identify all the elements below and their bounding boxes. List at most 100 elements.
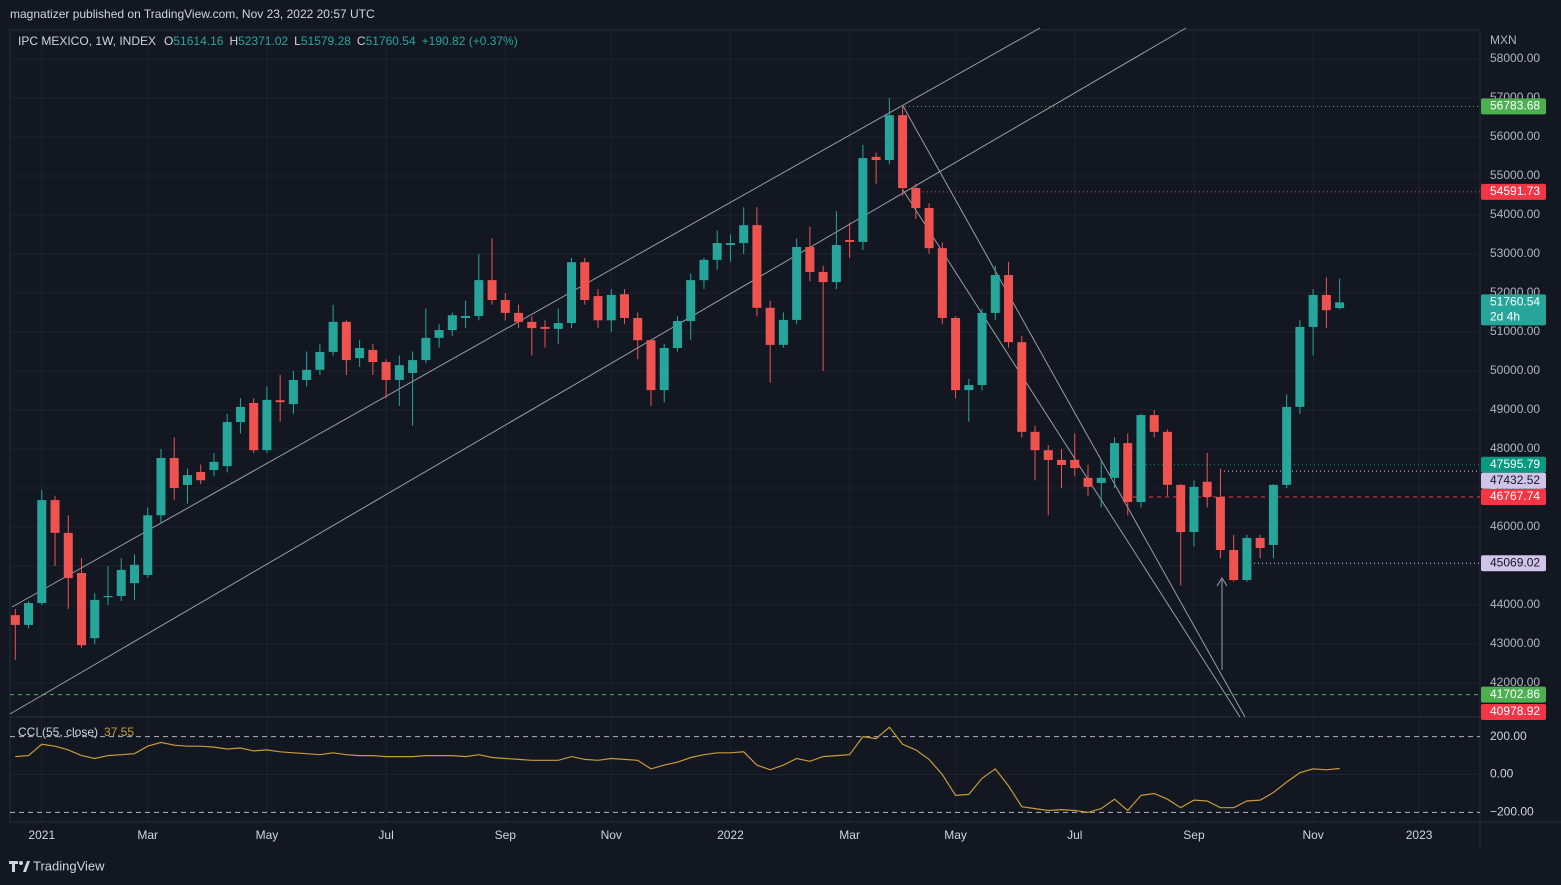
candle-body [778,319,788,345]
footer-brand: TradingView [33,858,105,873]
candle-body [1215,496,1225,551]
candle-body [63,532,73,579]
candle-body [871,156,881,161]
indicator-tick-label: −200.00 [1490,805,1534,819]
candle-body [672,321,682,348]
y-tick-label: 46000.00 [1490,519,1540,533]
countdown: 2d 4h [1490,310,1520,324]
y-tick-label: 49000.00 [1490,402,1540,416]
candle-body [1308,294,1318,327]
candle-body [606,294,616,321]
candle-body [169,457,179,488]
candle-body [434,330,444,338]
indicator-last: 37.55 [104,725,134,739]
logo [9,861,30,872]
price-badge [1481,98,1546,115]
x-tick-label: Sep [1183,828,1205,842]
candle-body [1109,443,1119,478]
indicator-tick-label: 200.00 [1490,729,1527,743]
candle-body [302,369,312,380]
candle-body [487,280,497,301]
candle-body [937,248,947,318]
x-tick-label: May [944,828,967,842]
candle-body [1176,484,1186,533]
candle-body [818,271,828,283]
candle-body [368,349,378,363]
indicator-tick-label: 0.00 [1490,767,1514,781]
candle-body [633,317,643,341]
candle-body [1017,342,1027,432]
candle-body [90,599,100,639]
candle-body [831,245,841,283]
price-badge [1481,456,1546,473]
candle-body [1282,406,1292,485]
candle-body [884,115,894,161]
candle-body [567,262,577,324]
indicator-name: CCI (55, close) [18,725,98,739]
footer-bar [0,852,1561,885]
candle-body [1096,477,1106,483]
candle-body [1070,459,1080,469]
candle-body [24,603,34,625]
price-badge [1481,294,1546,326]
candle-body [924,207,934,249]
grid [10,30,1480,822]
candle-body [1242,537,1252,581]
price-badge [1481,489,1546,506]
candle-body [898,115,908,189]
candle-body [1255,537,1265,549]
candle-body [315,351,325,370]
candle-body [712,243,722,260]
candle-body [527,321,537,329]
candle-body [394,365,404,380]
candle-body [514,312,524,322]
candle-body [1321,294,1331,311]
candle-body [37,500,47,604]
price-badge [1481,472,1546,489]
header: magnatizer published on TradingView.com,… [10,7,375,21]
y-tick-label: 56000.00 [1490,129,1540,143]
y-tick-label: 42000.00 [1490,675,1540,689]
trend-line [11,27,1041,608]
y-tick-label: 44000.00 [1490,597,1540,611]
y-tick-label: 43000.00 [1490,636,1540,650]
drawings [9,27,1246,718]
price-badge-label: 54591.73 [1490,184,1540,198]
x-tick-label: Sep [495,828,517,842]
logo-part [19,861,23,865]
price-badge-label: 45069.02 [1490,555,1540,569]
candle-body [752,225,762,308]
candle-body [10,615,20,625]
logo-part [12,861,15,872]
candle-body [381,362,391,380]
candle-body [461,316,471,318]
currency: MXN [1490,33,1517,47]
candle-body [805,246,815,272]
candle-body [1149,415,1159,432]
candle-body [1043,450,1053,460]
x-tick-label: 2021 [28,828,55,842]
price-badge-label: 47432.52 [1490,473,1540,487]
price-badge-label: 40978.92 [1490,704,1540,718]
candle-body [1030,431,1040,451]
x-tick-label: Nov [1302,828,1323,842]
candle-body [209,461,219,471]
candle-body [1229,550,1239,581]
x-tick-label: May [256,828,279,842]
candle-body [116,569,126,597]
legend-value: 51614.16 [173,34,223,48]
candle-body [1123,443,1133,503]
price-badge-label: 51760.54 [1490,295,1540,309]
price-badge [1481,183,1546,200]
candle-body [792,246,802,320]
price-badge-label: 46767.74 [1490,489,1540,503]
candle-body [1083,477,1093,487]
y-tick-label: 54000.00 [1490,207,1540,221]
arrow-head [1216,577,1228,587]
candle-body [474,280,484,317]
legend-change: +190.82 (+0.37%) [422,34,518,48]
candle-body [447,315,457,331]
candle-body [1136,415,1146,503]
candle-body [1162,431,1172,485]
